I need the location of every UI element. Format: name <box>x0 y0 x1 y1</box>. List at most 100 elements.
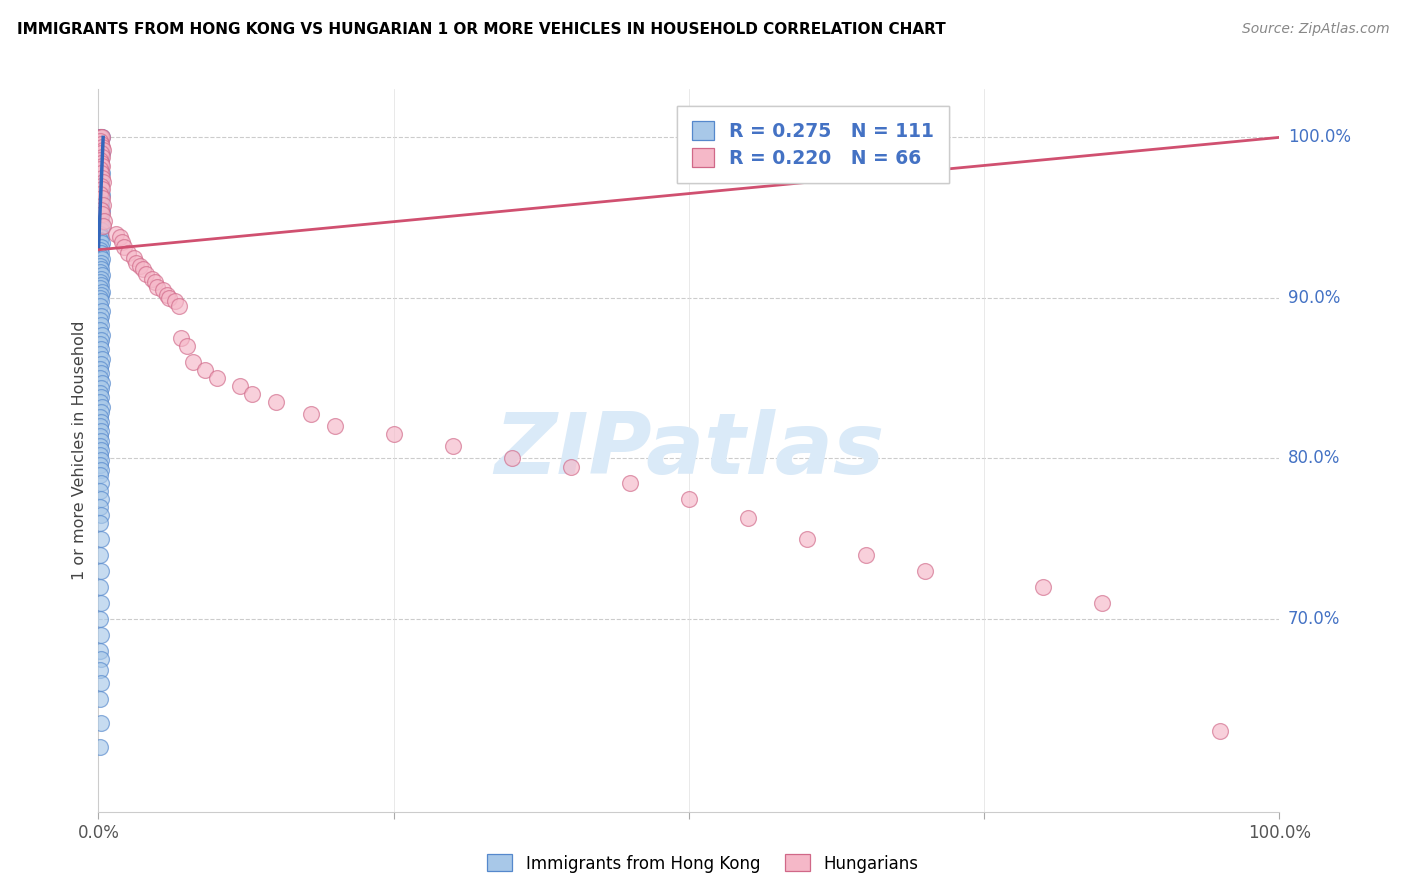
Point <box>125 255 148 269</box>
Point <box>89 385 111 400</box>
Point <box>90 182 112 196</box>
Point <box>90 198 112 212</box>
Point <box>91 376 114 390</box>
Point <box>90 443 112 458</box>
Point <box>90 223 112 237</box>
Point <box>90 138 112 153</box>
Point <box>90 146 112 161</box>
Point <box>240 387 263 401</box>
Point <box>90 246 112 260</box>
Point <box>89 299 111 313</box>
Point <box>560 459 582 474</box>
Point <box>91 207 114 221</box>
Point <box>90 367 112 381</box>
Point <box>141 271 163 285</box>
Point <box>89 448 111 462</box>
Point <box>89 483 111 498</box>
Point <box>152 283 174 297</box>
Point <box>157 291 180 305</box>
Point <box>91 327 114 342</box>
Point <box>796 532 818 546</box>
Point <box>170 331 193 345</box>
Point <box>914 564 936 578</box>
Point <box>90 294 112 309</box>
Point <box>90 318 112 333</box>
Point <box>90 716 112 731</box>
Point <box>90 153 112 167</box>
Point <box>89 162 111 177</box>
Point <box>89 135 111 149</box>
Point <box>108 230 131 244</box>
Point <box>90 453 112 467</box>
Legend: R = 0.275   N = 111, R = 0.220   N = 66: R = 0.275 N = 111, R = 0.220 N = 66 <box>676 106 949 183</box>
Point <box>105 227 128 241</box>
Point <box>89 201 111 215</box>
Point <box>135 267 157 281</box>
Point <box>89 458 111 472</box>
Point <box>323 419 346 434</box>
Point <box>90 434 112 448</box>
Point <box>90 191 112 205</box>
Point <box>165 294 187 309</box>
Point <box>90 278 112 293</box>
Point <box>89 612 111 626</box>
Point <box>91 268 114 283</box>
Point <box>89 371 111 385</box>
Point <box>89 185 111 199</box>
Point <box>91 204 114 219</box>
Point <box>117 246 139 260</box>
Y-axis label: 1 or more Vehicles in Household: 1 or more Vehicles in Household <box>72 321 87 580</box>
Point <box>89 439 111 453</box>
Point <box>89 227 111 241</box>
Point <box>90 287 112 301</box>
Point <box>1032 580 1054 594</box>
Point <box>91 130 114 145</box>
Point <box>143 275 166 289</box>
Point <box>90 207 112 221</box>
Point <box>89 186 111 201</box>
Point <box>90 159 112 173</box>
Point <box>90 169 112 183</box>
Point <box>90 136 112 151</box>
Point <box>89 178 111 193</box>
Point <box>93 214 115 228</box>
Point <box>89 172 111 186</box>
Point <box>91 175 114 189</box>
Point <box>89 259 111 273</box>
Point <box>89 243 111 257</box>
Point <box>1209 724 1232 739</box>
Text: 90.0%: 90.0% <box>1288 289 1340 307</box>
Point <box>89 740 111 755</box>
Point <box>89 692 111 706</box>
Point <box>146 279 169 293</box>
Point <box>89 664 111 678</box>
Point <box>89 467 111 482</box>
Point <box>90 145 112 159</box>
Text: IMMIGRANTS FROM HONG KONG VS HUNGARIAN 1 OR MORE VEHICLES IN HOUSEHOLD CORRELATI: IMMIGRANTS FROM HONG KONG VS HUNGARIAN 1… <box>17 22 946 37</box>
Point <box>89 548 111 562</box>
Point <box>91 220 114 235</box>
Point <box>89 265 111 279</box>
Point <box>176 339 198 353</box>
Point <box>91 198 114 212</box>
Point <box>89 291 111 305</box>
Point <box>89 194 111 209</box>
Point <box>90 475 112 490</box>
Point <box>89 409 111 424</box>
Point <box>90 230 112 244</box>
Point <box>89 337 111 351</box>
Point <box>89 275 111 289</box>
Point <box>91 143 114 157</box>
Point <box>90 357 112 371</box>
Point <box>91 159 114 173</box>
Point <box>91 130 114 145</box>
Point <box>111 235 134 249</box>
Point <box>90 628 112 642</box>
Point <box>90 309 112 323</box>
Point <box>89 395 111 409</box>
Point <box>90 214 112 228</box>
Point <box>619 475 641 490</box>
Point <box>89 130 111 145</box>
Text: 80.0%: 80.0% <box>1288 450 1340 467</box>
Point <box>90 491 112 506</box>
